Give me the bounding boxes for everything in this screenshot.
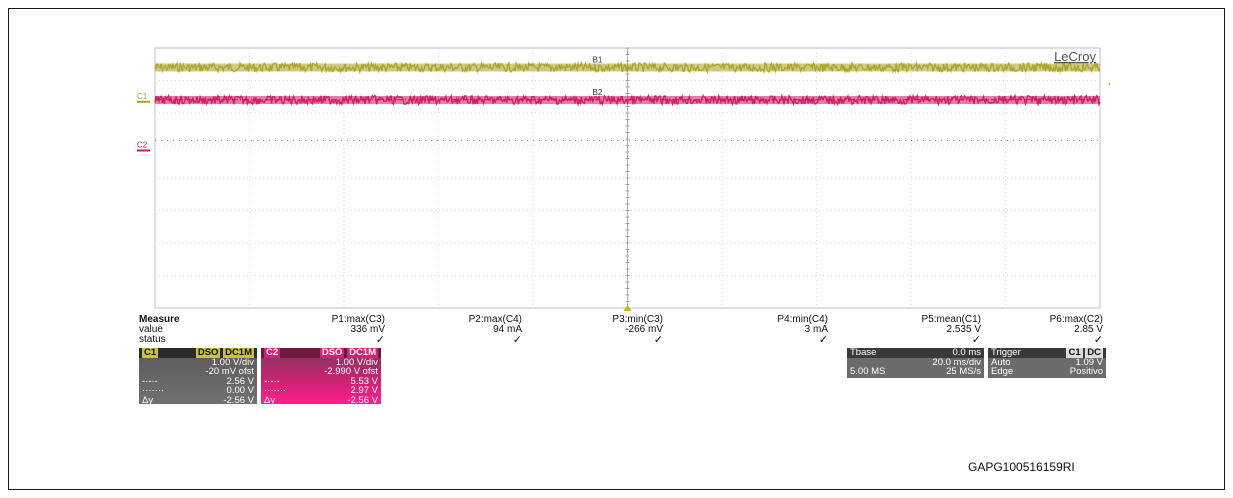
trigger-slope: Positivo [1069,366,1103,378]
cursor2-value: 0.00 V [226,385,254,397]
brand-logo: LeCroy [1054,49,1096,64]
delta-y-label: Δy [264,394,276,406]
measure-value: 2.535 V [946,324,981,335]
figure-frame [8,8,1225,490]
measure-name: P4:min(C4) [777,314,828,325]
measure-col-p1: P1:max(C3) 336 mV ✓ [331,314,385,346]
figure-code: GAPG100516159RI [968,460,1075,474]
measure-value: 94 mA [493,324,522,335]
cursor-label: B1 [593,56,603,65]
check-icon: ✓ [818,334,828,346]
check-icon: ✓ [653,334,663,346]
measure-col-p3: P3:min(C3) -266 mV ✓ [612,314,663,346]
mode-tag: DSO [195,347,221,358]
trace-band-c2 [155,96,1100,104]
oscilloscope-screen: C1 C2 B1 B2 LeCroy [137,47,1110,311]
offset-value: -20 mV ofst [205,366,254,378]
cursor1-value: 5.53 V [350,375,378,387]
measure-col-p6: P6:max(C2) 2.85 V ✓ [1049,314,1103,346]
trigger-label: Trigger [991,347,1021,358]
offset-value: -2.990 V ofst [324,366,378,378]
delta-y-label: Δy [142,394,154,406]
cursor-label: B2 [593,88,603,97]
coupling-tag: DC1M [347,347,378,358]
measure-row-value: value [139,324,163,335]
cursor-dashdot-icon: -·-·- [264,375,280,387]
trigger-source: C1 [1066,347,1083,358]
trigger-coupling: DC [1085,347,1103,358]
sample-rate: 25 MS/s [946,366,981,378]
measure-row-status: status [139,334,166,345]
check-icon: ✓ [512,334,522,346]
channel-box-c1: C1 DSO DC1M 1.00 V/div -20 mV ofst -·-·-… [139,347,257,406]
measure-col-p5: P5:mean(C1) 2.535 V ✓ [921,314,981,346]
cursor2-value: 2.97 V [350,385,378,397]
measure-name: P5:mean(C1) [921,314,981,325]
trigger-mode: Auto [991,356,1011,368]
timebase-box: Tbase 0.0 ms 20.0 ms/div 5.00 MS 25 MS/s [847,348,984,378]
delta-y-value: -2.56 V [223,394,254,406]
trigger-marker-icon [623,305,632,311]
mode-tag: DSO [319,347,345,358]
trigger-level-icon [1108,82,1110,85]
timebase-delay: 0.0 ms [952,347,981,358]
measure-value: 2.85 V [1074,324,1103,335]
measure-table: Measure value status P1:max(C3) 336 mV ✓… [139,314,1109,346]
measure-col-p4: P4:min(C4) 3 mA ✓ [777,314,828,346]
channel-box-c2: C2 DSO DC1M 1.00 V/div -2.990 V ofst -·-… [261,347,381,406]
vdiv-value: 1.00 V/div [335,356,378,368]
trigger-box: Trigger C1 DC Auto 1.09 V Edge Positivo [988,348,1106,378]
ground-marker-label: C1 [137,92,148,101]
measure-value: 3 mA [804,324,828,335]
measure-name: P6:max(C2) [1049,314,1103,325]
channel-tag: C1 [142,347,159,358]
ground-marker-label: C2 [137,141,148,150]
trigger-level: 1.09 V [1075,356,1103,368]
vdiv-value: 1.00 V/div [211,356,254,368]
trace-band-c1 [155,63,1100,72]
measure-value: -266 mV [625,324,663,335]
coupling-tag: DC1M [223,347,254,358]
cursor-dotted-icon: ······· [142,385,165,397]
sample-count: 5.00 MS [850,366,886,378]
measure-col-p2: P2:max(C4) 94 mA ✓ [468,314,522,346]
check-icon: ✓ [971,334,981,346]
measure-header: Measure [139,314,180,325]
time-per-div: 20.0 ms/div [932,356,981,368]
measure-value: 336 mV [350,324,385,335]
trigger-type: Edge [991,366,1014,378]
cursor-dotted-icon: ······· [264,385,287,397]
delta-y-value: -2.56 V [347,394,378,406]
timebase-label: Tbase [850,347,877,358]
measure-name: P3:min(C3) [612,314,663,325]
check-icon: ✓ [1093,334,1103,346]
channel-tag: C2 [264,347,281,358]
measure-name: P1:max(C3) [331,314,385,325]
check-icon: ✓ [375,334,385,346]
cursor1-value: 2.56 V [226,375,254,387]
cursor-dashdot-icon: -·-·- [142,375,158,387]
measure-name: P2:max(C4) [468,314,522,325]
